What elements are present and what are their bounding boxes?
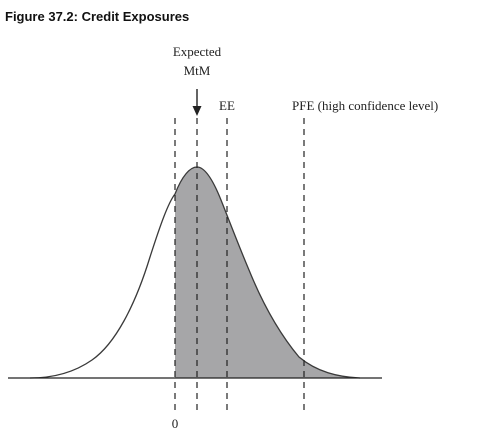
expected-label-line1: Expected: [173, 44, 222, 59]
zero-label: 0: [172, 416, 179, 431]
figure-title: Figure 37.2: Credit Exposures: [5, 9, 190, 24]
positive-exposure-area: [175, 167, 360, 378]
expected-mtm-arrow-head: [192, 106, 202, 116]
pfe-label: PFE (high confidence level): [292, 98, 438, 113]
ee-label: EE: [219, 98, 235, 113]
expected-label-line2: MtM: [184, 63, 211, 78]
